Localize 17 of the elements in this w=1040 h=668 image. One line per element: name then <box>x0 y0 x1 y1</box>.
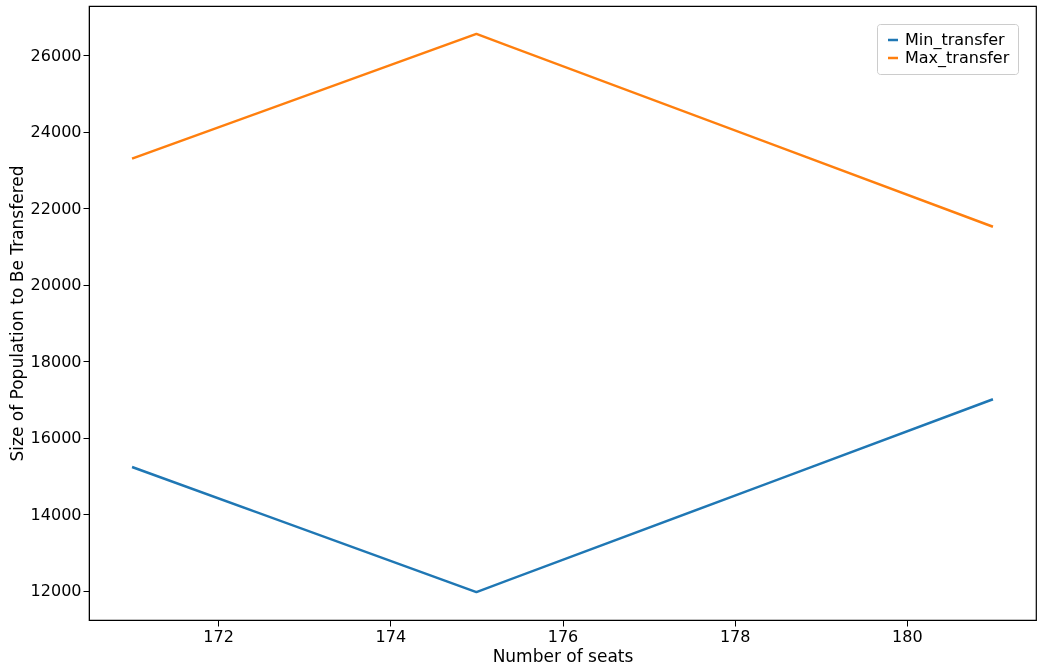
y-tick-label: 14000 <box>30 504 82 524</box>
y-tick-label: 26000 <box>30 45 82 65</box>
legend-label: Min_transfer <box>905 30 1005 50</box>
x-axis-title: Number of seats <box>492 645 634 666</box>
x-tick-label: 176 <box>547 626 579 646</box>
y-axis-title: Size of Population to Be Transfered <box>6 165 27 462</box>
x-tick-label: 178 <box>719 626 751 646</box>
y-tick-label: 24000 <box>30 122 82 142</box>
y-tick-label: 16000 <box>30 428 82 448</box>
y-tick-label: 22000 <box>30 198 82 218</box>
x-tick-label: 172 <box>203 626 234 646</box>
x-tick-label: 180 <box>892 626 923 646</box>
y-tick-label: 20000 <box>30 275 82 295</box>
y-tick-label: 18000 <box>30 351 82 371</box>
x-tick-label: 174 <box>375 626 407 646</box>
legend-label: Max_transfer <box>905 48 1010 68</box>
y-tick-label: 12000 <box>30 581 82 601</box>
